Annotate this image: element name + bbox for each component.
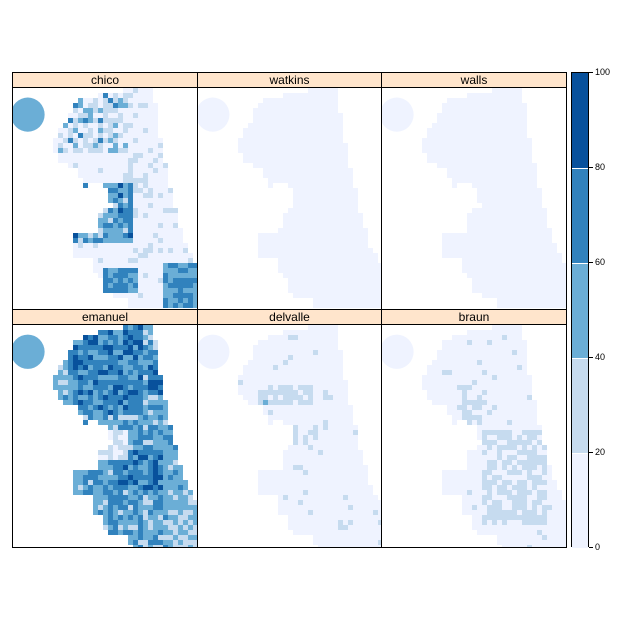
color-key-label: 0	[595, 542, 601, 552]
color-key-tick	[589, 71, 593, 73]
tract-cells	[422, 88, 566, 308]
color-key-label: 20	[595, 447, 606, 457]
color-key-bin	[572, 73, 588, 168]
map-panel-braun	[381, 324, 567, 548]
choropleth-map	[382, 325, 566, 547]
choropleth-map	[198, 325, 381, 547]
tract-cells	[53, 88, 197, 308]
airport-area	[382, 334, 414, 369]
map-panel-watkins	[197, 87, 382, 310]
map-panel-chico	[12, 87, 198, 310]
panel-strip-chico: chico	[12, 72, 198, 88]
airport-area	[198, 334, 230, 369]
color-key-tick	[589, 166, 593, 168]
color-key-tick	[589, 261, 593, 263]
panel-strip-delvalle: delvalle	[197, 309, 382, 325]
color-key	[571, 72, 589, 548]
panel-strip-emanuel: emanuel	[12, 309, 198, 325]
tract-cells	[422, 325, 566, 547]
airport-area	[13, 334, 45, 369]
panel-strip-walls: walls	[381, 72, 567, 88]
tract-cells	[53, 325, 197, 547]
airport-area	[382, 97, 414, 132]
color-key-tick	[589, 356, 593, 358]
color-key-label: 40	[595, 352, 606, 362]
color-key-bin	[572, 453, 588, 548]
color-key-bin	[572, 358, 588, 453]
choropleth-map	[13, 88, 197, 308]
tract-cells	[238, 325, 381, 547]
choropleth-map	[198, 88, 381, 308]
airport-area	[13, 97, 45, 132]
color-key-tick	[589, 451, 593, 453]
map-panel-delvalle	[197, 324, 382, 548]
choropleth-map	[13, 325, 197, 547]
color-key-tick	[589, 546, 593, 548]
airport-area	[198, 97, 230, 132]
color-key-label: 80	[595, 162, 606, 172]
color-key-bin	[572, 168, 588, 263]
panel-strip-watkins: watkins	[197, 72, 382, 88]
tract-cells	[238, 88, 381, 308]
panel-strip-braun: braun	[381, 309, 567, 325]
map-panel-walls	[381, 87, 567, 310]
map-panel-emanuel	[12, 324, 198, 548]
color-key-bin	[572, 263, 588, 358]
color-key-label: 60	[595, 257, 606, 267]
choropleth-map	[382, 88, 566, 308]
color-key-label: 100	[595, 67, 611, 77]
